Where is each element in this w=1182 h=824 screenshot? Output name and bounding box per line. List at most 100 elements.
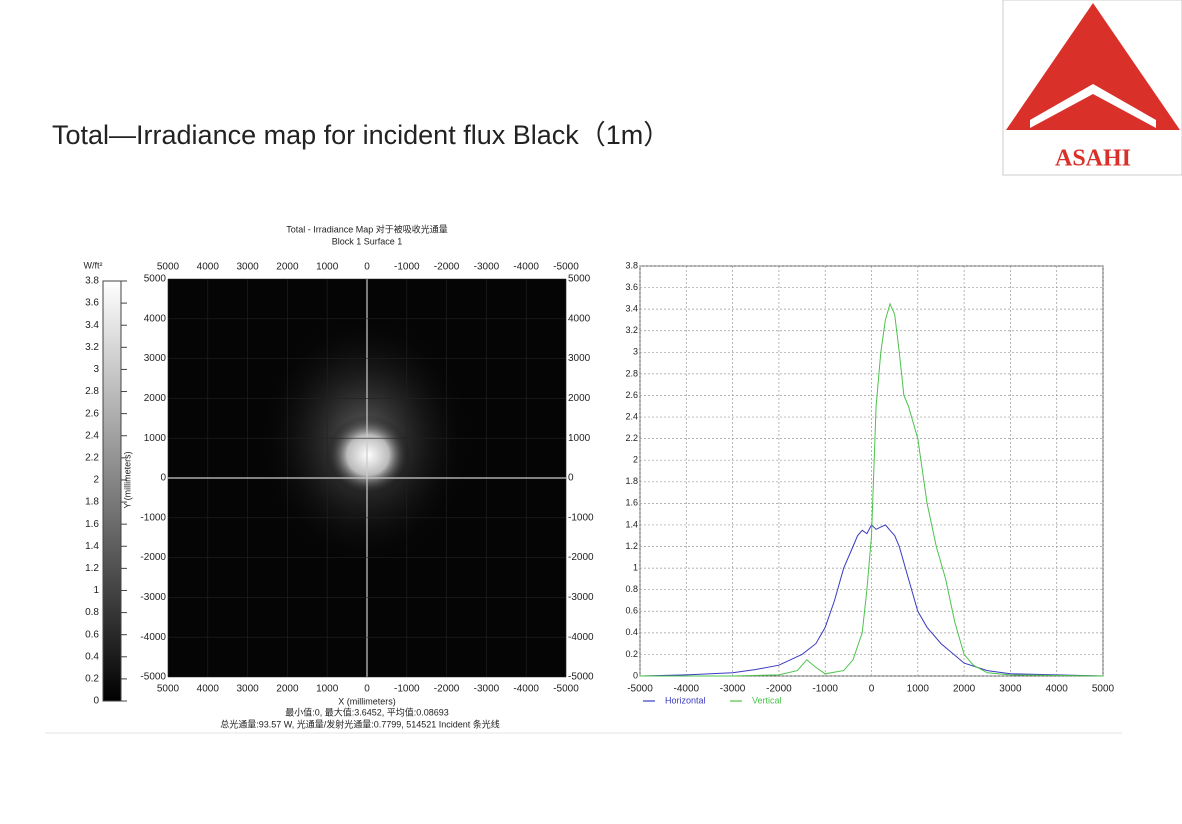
x-tick-label: -4000 [674, 684, 700, 695]
y-tick-label: 2 [633, 455, 638, 465]
y-tick-label: 1 [633, 562, 638, 572]
y-tick-label: 5000 [144, 274, 167, 285]
colorbar-label: W/ft² [84, 260, 103, 270]
x-tick-label: 5000 [1092, 684, 1115, 695]
y-tick-label: -3000 [568, 592, 594, 603]
x-tick-label: -2000 [434, 262, 460, 273]
x-tick-label: -1000 [812, 684, 838, 695]
colorbar-tick-label: 0.4 [85, 651, 99, 662]
y-tick-label: 1000 [568, 433, 591, 444]
y-tick-label: 2000 [568, 393, 591, 404]
colorbar-tick-label: 2.2 [85, 452, 99, 463]
stats-line: 总光通量:93.57 W, 光通量/发射光通量:0.7799, 514521 I… [220, 718, 500, 729]
x-tick-label: -4000 [513, 684, 539, 695]
y-tick-label: 1.8 [625, 476, 638, 486]
y-tick-label: 1.6 [625, 498, 638, 508]
colorbar-tick-label: 3.2 [85, 342, 99, 353]
y-axis-label: Y (millimeters) [122, 451, 132, 508]
y-tick-label: -4000 [140, 632, 166, 643]
colorbar-tick-label: 2.6 [85, 408, 99, 419]
series-line [640, 302, 1104, 677]
colorbar-tick-label: 2.8 [85, 386, 99, 397]
colorbar-tick-label: 0 [93, 696, 99, 707]
y-tick-label: -1000 [140, 512, 166, 523]
x-tick-label: -3000 [474, 262, 500, 273]
y-tick-label: 3.8 [625, 260, 638, 270]
map-subtitle: Block 1 Surface 1 [332, 236, 403, 246]
x-axis-label: X (millimeters) [338, 696, 396, 706]
y-tick-label: 0 [633, 670, 638, 680]
map-title: Total - Irradiance Map 对于被吸收光通量 [286, 223, 448, 234]
x-tick-label: 5000 [157, 684, 180, 695]
x-tick-label: 2000 [953, 684, 976, 695]
y-tick-label: -1000 [568, 512, 594, 523]
stats-line: 最小值:0, 最大值:3.6452, 平均值:0.08693 [285, 706, 449, 717]
y-tick-label: 2.8 [625, 368, 638, 378]
colorbar [102, 280, 122, 702]
y-tick-label: -2000 [568, 552, 594, 563]
colorbar-tick-label: 0.8 [85, 607, 99, 618]
legend-label: Vertical [752, 695, 782, 705]
colorbar-tick-label: 1.2 [85, 563, 99, 574]
x-tick-label: 0 [364, 684, 370, 695]
colorbar-tick-label: 0.2 [85, 674, 99, 685]
colorbar-tick-label: 3.4 [85, 320, 99, 331]
logo-text: ASAHI [1055, 146, 1131, 172]
colorbar-tick-label: 1 [93, 585, 99, 596]
x-tick-label: -3000 [474, 684, 500, 695]
y-tick-label: 3000 [568, 353, 591, 364]
y-tick-label: 0 [568, 473, 574, 484]
y-tick-label: 3.4 [625, 304, 638, 314]
y-tick-label: 3000 [144, 353, 167, 364]
x-tick-label: 5000 [157, 262, 180, 273]
x-tick-label: 3000 [999, 684, 1022, 695]
x-tick-label: 4000 [1046, 684, 1069, 695]
legend-label: Horizontal [665, 695, 706, 705]
x-tick-label: 1000 [316, 684, 339, 695]
colorbar-tick-label: 1.8 [85, 497, 99, 508]
colorbar-tick-label: 1.4 [85, 541, 99, 552]
y-tick-label: 0.6 [625, 606, 638, 616]
y-tick-label: 1.2 [625, 541, 638, 551]
x-tick-label: -2000 [766, 684, 792, 695]
x-tick-label: -4000 [513, 262, 539, 273]
x-tick-label: -5000 [627, 684, 653, 695]
y-tick-label: 3 [633, 347, 638, 357]
y-tick-label: -5000 [140, 672, 166, 683]
y-tick-label: 5000 [568, 274, 591, 285]
irradiance-map: Total - Irradiance Map 对于被吸收光通量 Block 1 … [84, 223, 595, 729]
y-tick-label: -2000 [140, 552, 166, 563]
y-tick-label: 3.2 [625, 325, 638, 335]
colorbar-tick-label: 2.4 [85, 430, 99, 441]
x-tick-label: 4000 [197, 684, 220, 695]
y-tick-label: 1.4 [625, 519, 638, 529]
y-tick-label: 2.4 [625, 411, 638, 421]
colorbar-tick-label: 1.6 [85, 519, 99, 530]
x-tick-label: -5000 [553, 262, 579, 273]
y-tick-label: -5000 [568, 672, 594, 683]
logo: ASAHI [1002, 0, 1182, 176]
y-tick-label: 4000 [144, 313, 167, 324]
x-tick-label: 2000 [276, 262, 299, 273]
x-tick-label: 4000 [197, 262, 220, 273]
y-tick-label: 2.6 [625, 390, 638, 400]
x-tick-label: -2000 [434, 684, 460, 695]
x-tick-label: 0 [364, 262, 370, 273]
x-tick-label: -1000 [394, 684, 420, 695]
profile-chart: -5000 -4000 -3000 -2000 -1000 0 1000 2000 3000 40… [625, 260, 1114, 705]
x-tick-label: 1000 [907, 684, 930, 695]
y-tick-label: 0.2 [625, 649, 638, 659]
colorbar-tick-label: 0.6 [85, 629, 99, 640]
y-tick-label: 2000 [144, 393, 167, 404]
y-tick-label: 1000 [144, 433, 167, 444]
x-tick-label: 1000 [316, 262, 339, 273]
x-tick-label: -3000 [720, 684, 746, 695]
x-tick-label: 0 [869, 684, 875, 695]
colorbar-tick-label: 3.8 [85, 276, 99, 287]
slide-title: Total—Irradiance map for incident flux B… [52, 120, 670, 150]
x-tick-label: 2000 [276, 684, 299, 695]
x-tick-label: 3000 [236, 262, 259, 273]
x-tick-label: 3000 [236, 684, 259, 695]
y-tick-label: 4000 [568, 313, 591, 324]
